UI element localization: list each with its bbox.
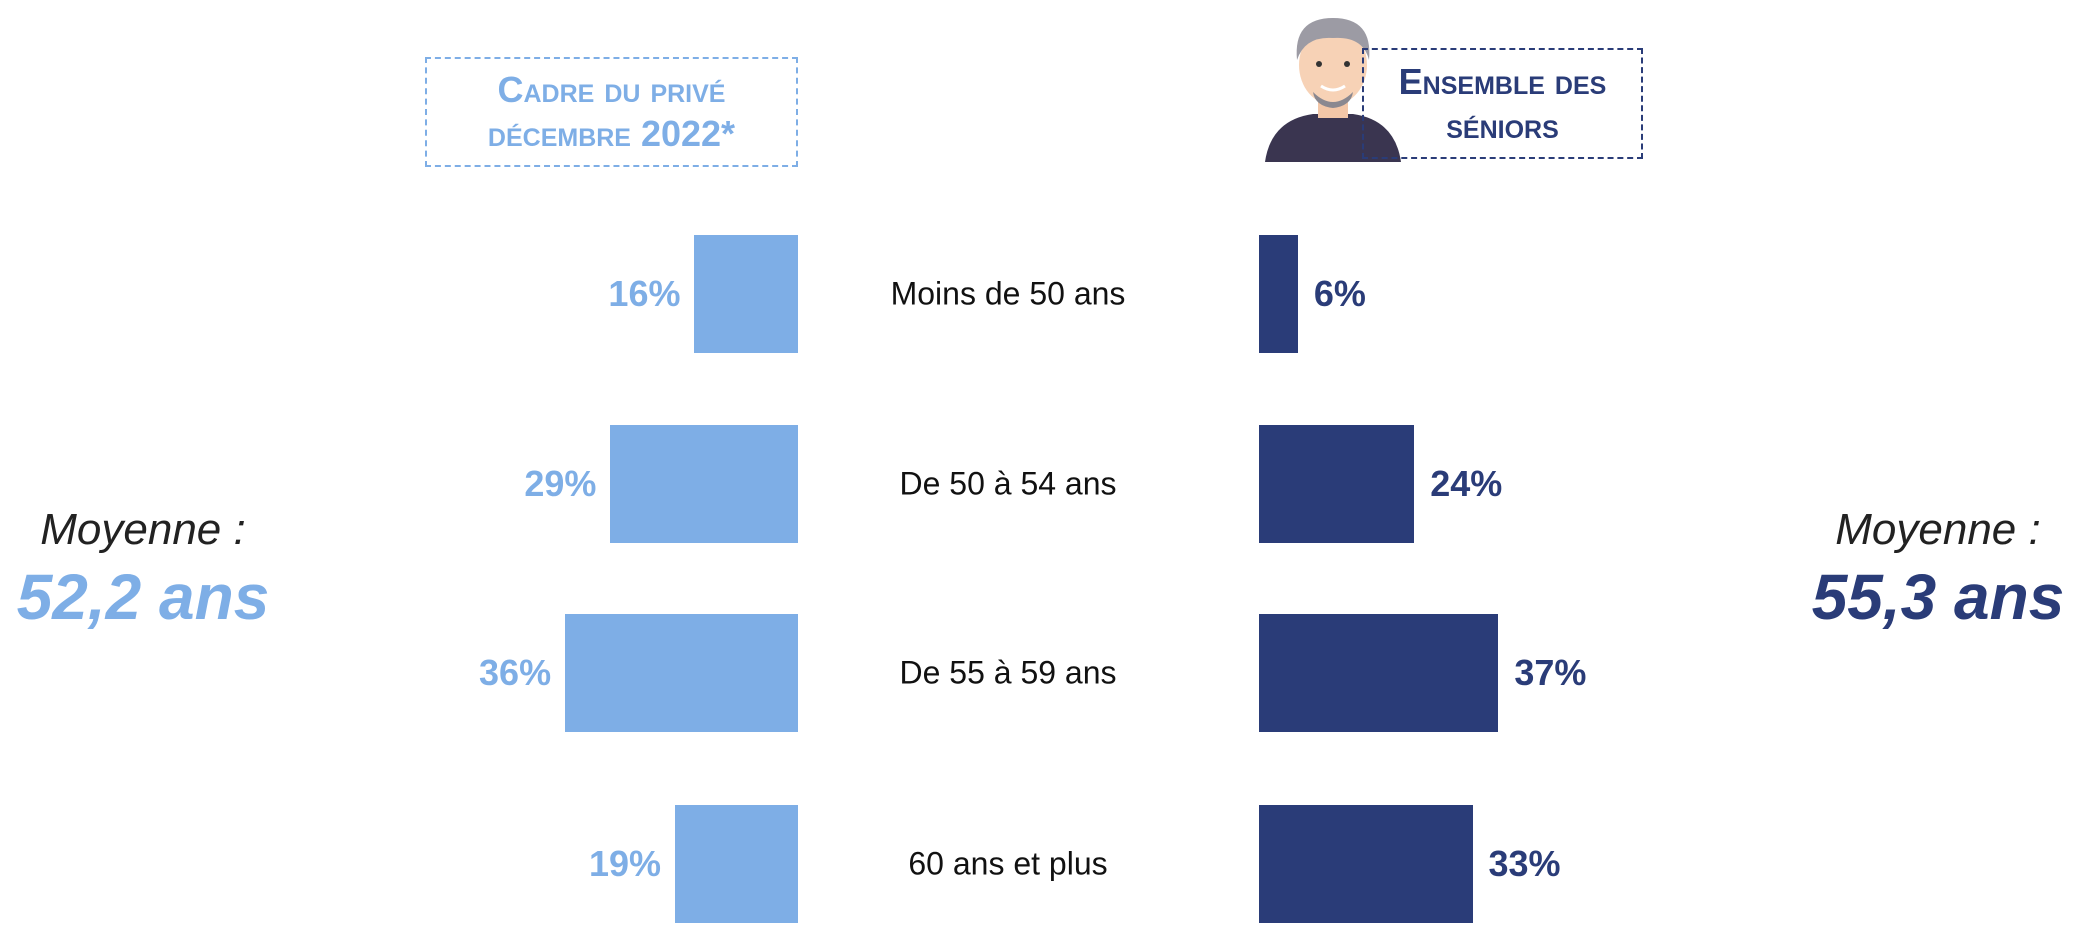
person-icon (1265, 18, 1401, 162)
value-label: 16% (608, 273, 681, 314)
value-label: 36% (479, 652, 552, 693)
bar (1259, 805, 1473, 923)
value-label: 37% (1514, 652, 1587, 693)
category-label: De 50 à 54 ans (899, 465, 1117, 502)
value-label: 29% (524, 463, 597, 504)
annotation-value: 55,3 ans (1811, 561, 2065, 633)
value-label: 6% (1313, 273, 1366, 314)
series-header: Ensemble des séniors (1362, 48, 1643, 159)
bar (675, 805, 798, 923)
bar (1259, 235, 1298, 353)
series-header: Cadre du privé décembre 2022* (425, 57, 798, 167)
bar (1259, 614, 1499, 732)
value-label: 24% (1430, 463, 1503, 504)
bar (565, 614, 798, 732)
category-label: De 55 à 59 ans (899, 654, 1117, 691)
bar (1259, 425, 1415, 543)
bar (610, 425, 798, 543)
value-label: 19% (589, 843, 662, 884)
annotation-label: Moyenne : (40, 505, 246, 554)
bar (694, 235, 798, 353)
annotation-label: Moyenne : (1835, 505, 2041, 554)
category-label: Moins de 50 ans (890, 275, 1126, 312)
value-label: 33% (1488, 843, 1561, 884)
annotation-value: 52,2 ans (16, 561, 270, 633)
category-label: 60 ans et plus (908, 845, 1108, 882)
